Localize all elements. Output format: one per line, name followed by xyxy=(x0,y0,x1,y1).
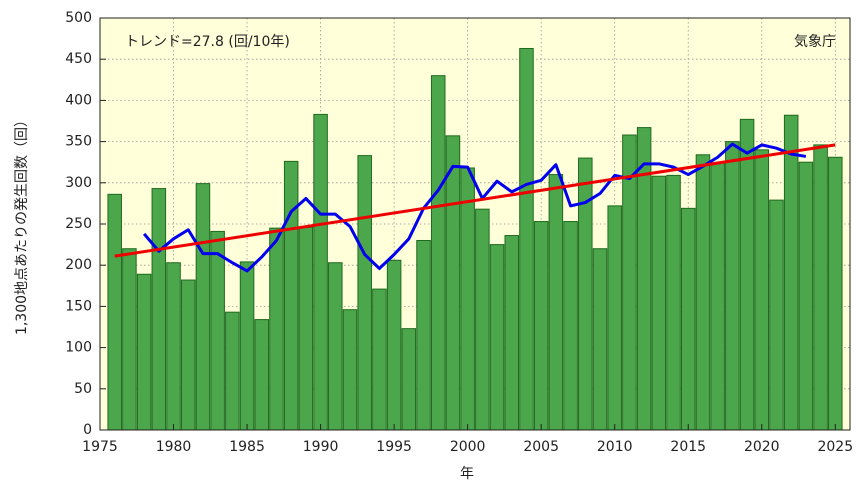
x-tick-label: 1980 xyxy=(156,439,192,455)
bar xyxy=(269,227,284,431)
trend-line xyxy=(114,143,836,258)
bar xyxy=(445,135,461,431)
bar xyxy=(239,261,255,431)
x-axis-label: 年 xyxy=(460,466,474,482)
bar xyxy=(695,154,711,431)
bar xyxy=(710,162,725,431)
bar xyxy=(504,235,520,431)
bar xyxy=(107,193,122,431)
y-tick-label: 500 xyxy=(65,10,92,26)
bar xyxy=(651,175,667,431)
bar xyxy=(122,248,137,431)
bar xyxy=(563,221,578,431)
bar xyxy=(813,144,828,431)
bar xyxy=(783,114,799,431)
bar xyxy=(769,199,784,431)
x-tick-label: 1990 xyxy=(303,439,339,455)
bar xyxy=(475,208,490,431)
y-tick-label: 450 xyxy=(65,51,92,67)
trend-annotation: トレンド=27.8 (回/10年) xyxy=(125,34,290,50)
bar xyxy=(680,207,696,431)
bar xyxy=(416,239,431,431)
bar xyxy=(828,156,843,431)
bar xyxy=(798,161,814,431)
x-tick-label: 2000 xyxy=(450,439,486,455)
bar xyxy=(607,205,622,431)
bar xyxy=(298,226,314,431)
bar xyxy=(225,311,240,431)
bar xyxy=(519,47,534,431)
y-axis-label: 1,300地点あたりの発生回数（回） xyxy=(14,113,30,335)
bar xyxy=(166,262,181,431)
bar xyxy=(725,141,740,431)
y-tick-label: 150 xyxy=(65,298,92,314)
bar xyxy=(430,75,446,431)
bar xyxy=(386,259,402,431)
bar xyxy=(342,309,358,431)
bar xyxy=(210,230,225,431)
bar xyxy=(548,174,564,431)
x-tick-label: 1985 xyxy=(229,439,265,455)
bar xyxy=(195,183,211,431)
x-tick-label: 2020 xyxy=(744,439,780,455)
y-tick-label: 250 xyxy=(65,216,92,232)
y-tick-label: 400 xyxy=(65,92,92,108)
bar xyxy=(401,328,417,431)
bar xyxy=(151,188,167,431)
y-tick-label: 50 xyxy=(74,381,92,397)
bar xyxy=(489,244,505,431)
moving-average-line xyxy=(142,142,807,273)
x-tick-label: 2010 xyxy=(597,439,633,455)
bar xyxy=(357,155,372,431)
y-tick-label: 0 xyxy=(83,422,92,438)
source-annotation: 気象庁 xyxy=(794,34,836,50)
bar xyxy=(372,288,387,431)
y-tick-label: 350 xyxy=(65,134,92,150)
bar xyxy=(533,221,549,431)
y-tick-label: 100 xyxy=(65,340,92,356)
bar xyxy=(592,248,608,431)
bar xyxy=(328,262,343,431)
bar xyxy=(180,279,196,431)
bar xyxy=(283,160,299,431)
y-tick-label: 200 xyxy=(65,257,92,273)
bar xyxy=(739,118,755,431)
bar xyxy=(136,273,152,431)
bar xyxy=(313,113,328,431)
bar xyxy=(254,319,270,431)
x-tick-label: 2015 xyxy=(670,439,706,455)
x-tick-label: 2025 xyxy=(817,439,853,455)
bar xyxy=(460,167,475,431)
x-tick-label: 2005 xyxy=(523,439,559,455)
bar xyxy=(754,149,770,431)
x-tick-label: 1995 xyxy=(376,439,412,455)
x-tick-label: 1975 xyxy=(82,439,118,455)
y-tick-label: 300 xyxy=(65,175,92,191)
bar xyxy=(666,174,681,431)
